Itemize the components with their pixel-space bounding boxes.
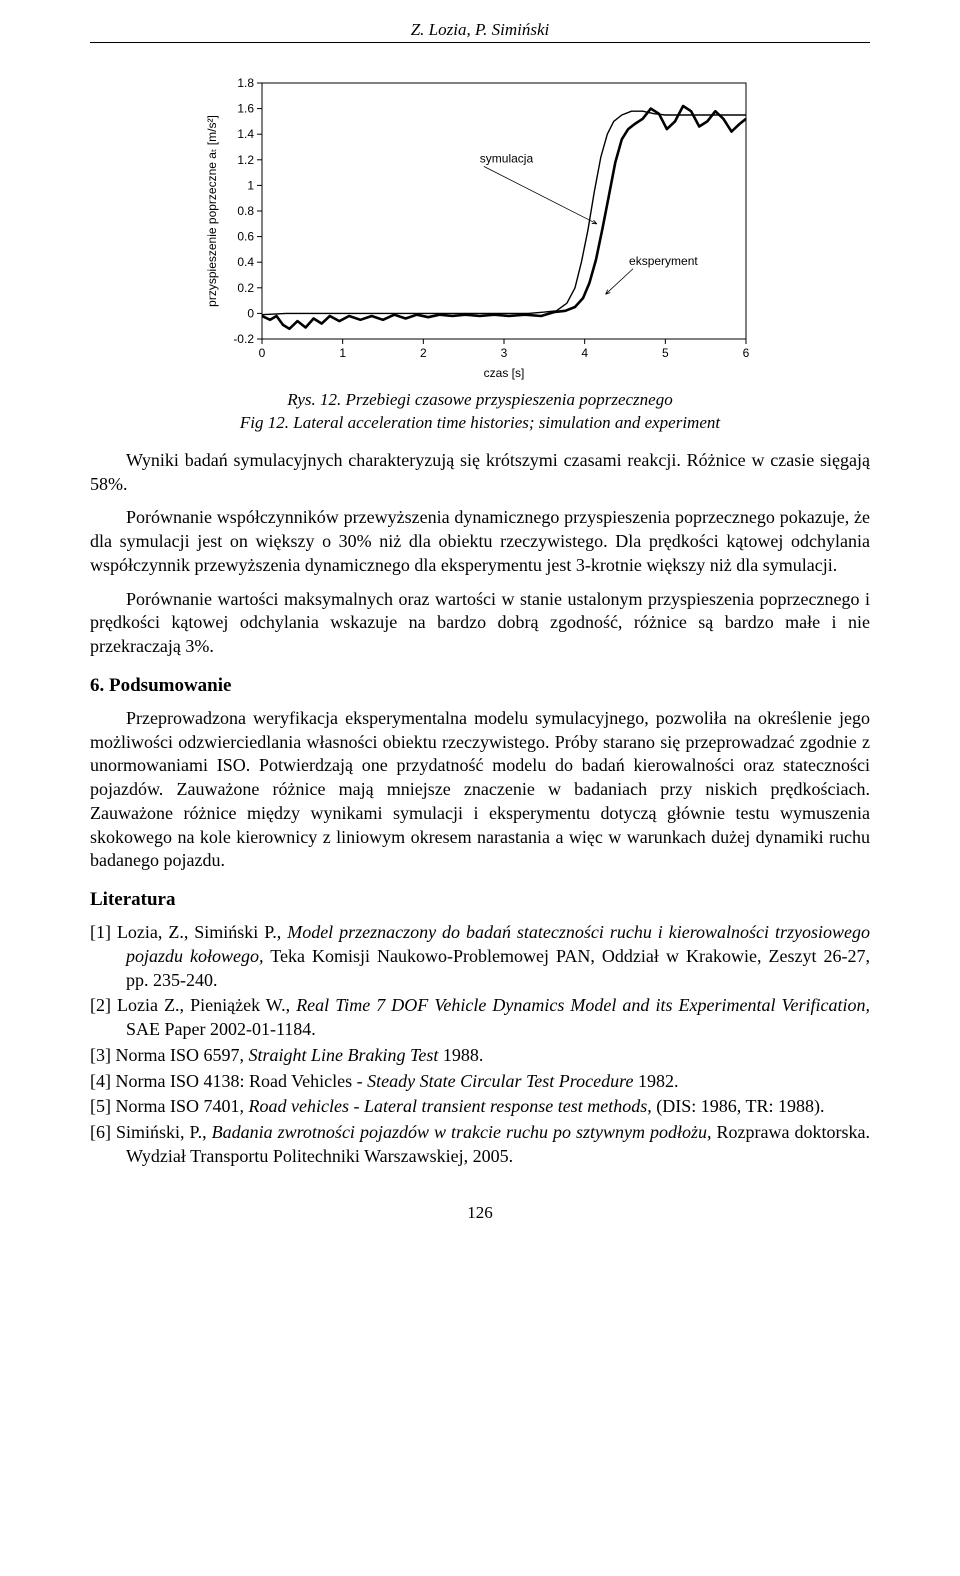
reference-item: [4] Norma ISO 4138: Road Vehicles - Stea…	[90, 1070, 870, 1094]
svg-text:0.6: 0.6	[237, 230, 254, 244]
page: Z. Lozia, P. Simiński -0.2 0 0.2 0.4 0.6 0.8 1…	[0, 0, 960, 1253]
svg-text:-0.2: -0.2	[233, 332, 254, 346]
svg-text:1.8: 1.8	[237, 76, 254, 90]
reference-item: [1] Lozia, Z., Simiński P., Model przezn…	[90, 921, 870, 992]
reference-item: [5] Norma ISO 7401, Road vehicles - Late…	[90, 1095, 870, 1119]
figure-caption: Rys. 12. Przebiegi czasowe przyspieszeni…	[90, 389, 870, 435]
svg-text:eksperyment: eksperyment	[629, 254, 698, 268]
header-authors: Z. Lozia, P. Simiński	[90, 20, 870, 43]
svg-text:1: 1	[247, 178, 254, 192]
reference-list: [1] Lozia, Z., Simiński P., Model przezn…	[90, 921, 870, 1169]
svg-text:5: 5	[662, 346, 669, 360]
svg-text:0: 0	[247, 306, 254, 320]
svg-text:1: 1	[339, 346, 346, 360]
paragraph: Wyniki badań symulacyjnych charakteryzuj…	[90, 449, 870, 497]
section-heading: 6. Podsumowanie	[90, 675, 870, 697]
svg-text:1.6: 1.6	[237, 102, 254, 116]
reference-item: [3] Norma ISO 6597, Straight Line Brakin…	[90, 1044, 870, 1068]
caption-line-1: Rys. 12. Przebiegi czasowe przyspieszeni…	[287, 390, 672, 409]
svg-text:0.2: 0.2	[237, 281, 254, 295]
reference-item: [2] Lozia Z., Pieniążek W., Real Time 7 …	[90, 994, 870, 1042]
svg-text:1.2: 1.2	[237, 153, 254, 167]
svg-text:0: 0	[259, 346, 266, 360]
svg-text:czas [s]: czas [s]	[484, 366, 525, 380]
svg-text:4: 4	[581, 346, 588, 360]
svg-text:przyspieszenie poprzeczne aₜ [: przyspieszenie poprzeczne aₜ [m/s²]	[205, 115, 219, 307]
svg-text:6: 6	[743, 346, 750, 360]
svg-text:0.8: 0.8	[237, 204, 254, 218]
paragraph: Porównanie współczynników przewyższenia …	[90, 506, 870, 577]
svg-text:0.4: 0.4	[237, 255, 254, 269]
paragraph: Porównanie wartości maksymalnych oraz wa…	[90, 588, 870, 659]
chart-container: -0.2 0 0.2 0.4 0.6 0.8 1 1.2 1.4 1.6 1.8 0 1 2 3 4 5 6 cza…	[200, 73, 760, 383]
svg-text:3: 3	[501, 346, 508, 360]
svg-text:2: 2	[420, 346, 427, 360]
page-number: 126	[90, 1203, 870, 1223]
svg-text:1.4: 1.4	[237, 127, 254, 141]
section-heading-literature: Literatura	[90, 889, 870, 911]
svg-text:symulacja: symulacja	[480, 151, 534, 165]
paragraph: Przeprowadzona weryfikacja eksperymental…	[90, 707, 870, 873]
reference-item: [6] Simiński, P., Badania zwrotności poj…	[90, 1121, 870, 1169]
line-chart: -0.2 0 0.2 0.4 0.6 0.8 1 1.2 1.4 1.6 1.8 0 1 2 3 4 5 6 cza…	[200, 73, 760, 383]
caption-line-2: Fig 12. Lateral acceleration time histor…	[240, 413, 720, 432]
